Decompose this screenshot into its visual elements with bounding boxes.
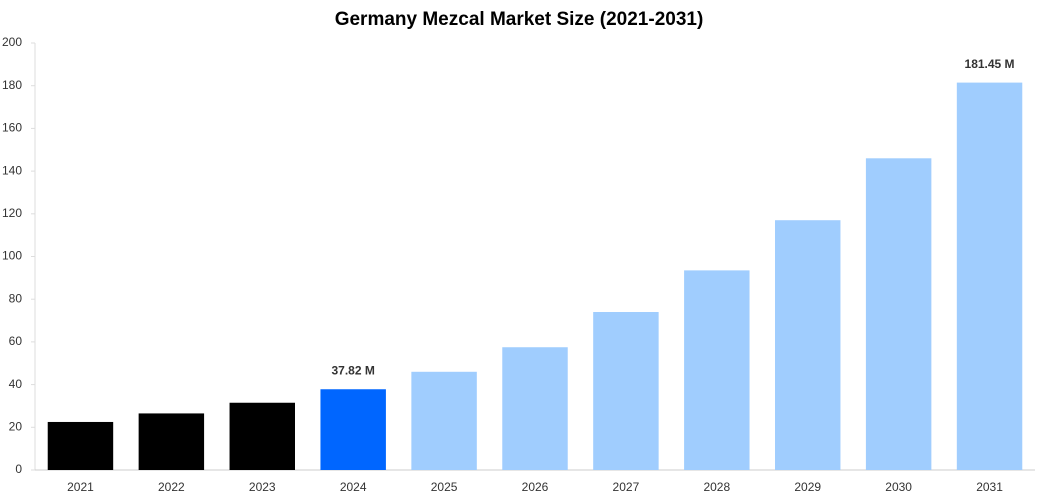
x-tick-label: 2026 [522, 480, 549, 494]
bar [502, 347, 568, 470]
x-tick-label: 2027 [613, 480, 640, 494]
value-label: 181.45 M [965, 57, 1015, 71]
bar [956, 82, 1023, 470]
bar [47, 421, 114, 470]
value-label: 37.82 M [332, 363, 375, 377]
y-tick-label: 40 [9, 377, 23, 391]
x-tick-label: 2029 [794, 480, 821, 494]
y-tick-label: 20 [9, 419, 23, 433]
bar [775, 220, 841, 470]
x-tick-label: 2021 [67, 480, 94, 494]
bar [411, 371, 477, 470]
y-tick-label: 80 [9, 291, 23, 305]
bar [320, 389, 386, 470]
x-tick-label: 2022 [158, 480, 185, 494]
bar [593, 312, 659, 470]
bar [229, 402, 295, 470]
y-tick-label: 140 [2, 163, 22, 177]
y-tick-label: 60 [9, 334, 23, 348]
bar [684, 270, 750, 470]
bar [138, 413, 205, 470]
y-tick-label: 160 [2, 121, 22, 135]
x-tick-label: 2023 [249, 480, 276, 494]
x-tick-label: 2024 [340, 480, 367, 494]
x-tick-label: 2030 [885, 480, 912, 494]
x-tick-label: 2028 [703, 480, 730, 494]
bar [865, 158, 932, 471]
y-tick-label: 100 [2, 249, 22, 263]
x-tick-label: 2025 [431, 480, 458, 494]
y-tick-label: 180 [2, 78, 22, 92]
y-tick-label: 0 [15, 462, 22, 476]
chart-title: Germany Mezcal Market Size (2021-2031) [335, 9, 704, 30]
y-tick-label: 120 [2, 206, 22, 220]
y-tick-label: 200 [2, 35, 22, 49]
x-tick-label: 2031 [976, 480, 1003, 494]
